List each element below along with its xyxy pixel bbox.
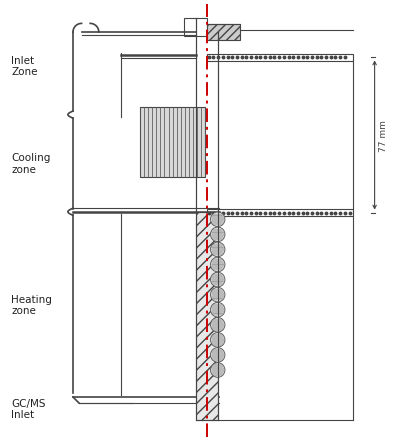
Text: Heating
zone: Heating zone <box>11 294 52 315</box>
Circle shape <box>210 272 225 287</box>
Circle shape <box>210 243 225 257</box>
Circle shape <box>210 318 225 332</box>
Circle shape <box>210 227 225 242</box>
Bar <box>207 55 353 62</box>
Text: 77 mm: 77 mm <box>379 120 388 152</box>
Text: Cooling
zone: Cooling zone <box>11 153 50 175</box>
Circle shape <box>210 212 225 227</box>
Bar <box>196 212 218 420</box>
Circle shape <box>210 258 225 272</box>
Circle shape <box>210 348 225 362</box>
Bar <box>184 19 207 37</box>
Bar <box>140 108 205 177</box>
Text: Inlet
Zone: Inlet Zone <box>11 56 38 77</box>
Bar <box>207 25 240 41</box>
Circle shape <box>210 333 225 347</box>
Text: GC/MS
Inlet: GC/MS Inlet <box>11 398 46 419</box>
Circle shape <box>210 288 225 302</box>
Bar <box>207 209 353 217</box>
Circle shape <box>210 363 225 378</box>
Circle shape <box>210 303 225 317</box>
